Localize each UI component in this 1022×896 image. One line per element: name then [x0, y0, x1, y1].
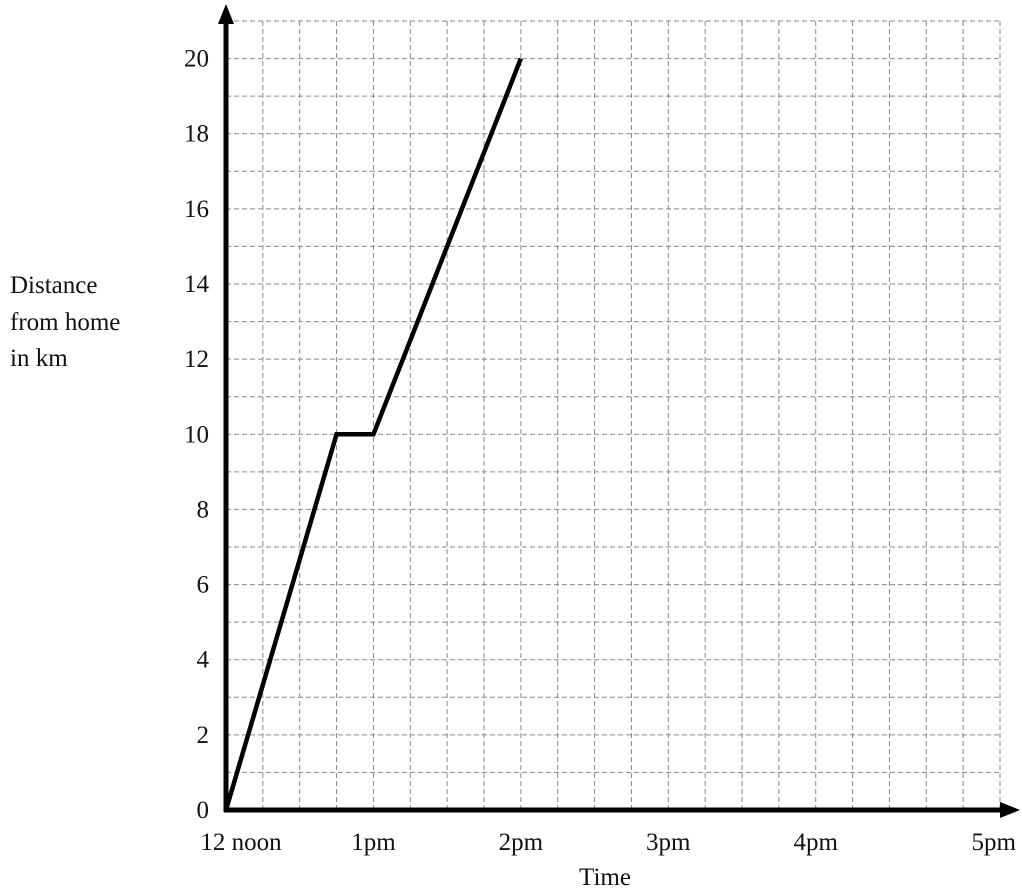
- y-tick-label: 2: [197, 722, 210, 749]
- y-tick-label: 18: [184, 121, 209, 148]
- y-tick-label: 10: [184, 421, 209, 448]
- x-tick-label: 12 noon: [200, 829, 282, 856]
- x-tick-label: 5pm: [972, 829, 1017, 856]
- y-tick-label: 20: [184, 46, 209, 73]
- y-tick-label: 14: [184, 271, 210, 298]
- x-tick-label: 3pm: [646, 829, 691, 856]
- x-tick-label: 2pm: [499, 829, 544, 856]
- series-layer: [223, 57, 523, 811]
- y-tick-label: 8: [197, 496, 210, 523]
- x-tick-labels: 12 noon 1pm 2pm 3pm 4pm 5pm: [200, 829, 1016, 856]
- y-axis-title-line-1: Distance: [10, 272, 97, 299]
- y-axis-title-line-2: from home: [10, 309, 120, 336]
- y-axis-arrow: [218, 4, 234, 24]
- axes: [218, 4, 1020, 818]
- x-tick-label: 1pm: [351, 829, 396, 856]
- axis-titles: Distance from home in km Time: [10, 272, 631, 891]
- distance-series-line: [223, 57, 523, 811]
- grid: [226, 20, 1001, 810]
- y-tick-label: 12: [184, 346, 209, 373]
- y-tick-label: 6: [197, 572, 210, 599]
- x-axis-title: Time: [579, 864, 631, 891]
- x-axis-arrow: [1000, 802, 1020, 818]
- x-tick-label: 4pm: [793, 829, 838, 856]
- y-tick-labels: 0 2 4 6 8 10 12 14 16 18 20: [184, 46, 210, 824]
- y-tick-label: 16: [184, 196, 209, 223]
- y-axis-title-line-3: in km: [10, 345, 68, 372]
- y-tick-label: 0: [197, 797, 210, 824]
- y-tick-label: 4: [197, 647, 210, 674]
